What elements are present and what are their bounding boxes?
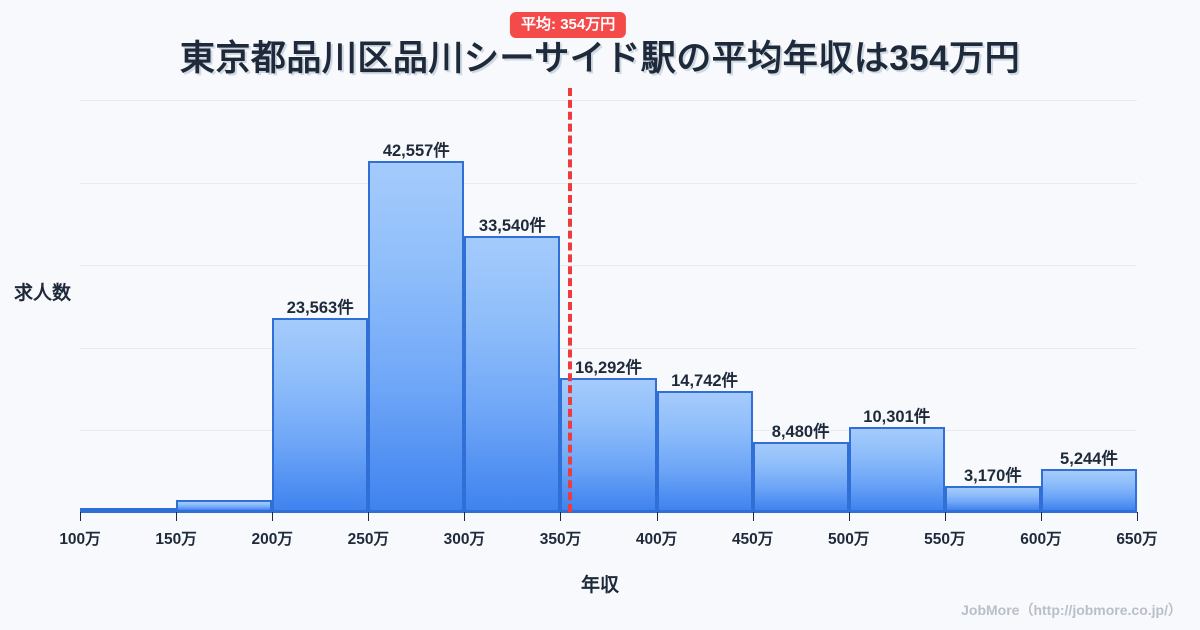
bar-value-label: 3,170件 [963, 466, 1022, 485]
x-tick-label: 250万 [347, 531, 389, 548]
x-tick-label: 650万 [1116, 531, 1158, 548]
x-tick [752, 512, 754, 521]
x-tick-label: 450万 [731, 531, 774, 548]
x-axis-title: 年収 [580, 575, 619, 596]
x-tick [176, 512, 178, 521]
x-tick-label: 500万 [828, 531, 870, 548]
bar-value-label: 10,301件 [863, 408, 931, 427]
bar[interactable] [272, 317, 369, 512]
x-axis-line [80, 512, 1137, 513]
bar-value-label: 33,540件 [478, 216, 546, 235]
average-dashed-line [568, 88, 573, 512]
x-tick [272, 512, 274, 521]
bar-value-label: 5,244件 [1060, 449, 1118, 468]
bar-value-label: 14,742件 [671, 371, 739, 390]
x-tick-label: 200万 [251, 531, 293, 548]
bar[interactable] [656, 390, 753, 512]
bar[interactable] [80, 508, 177, 512]
x-tick-label: 150万 [155, 531, 197, 548]
bar[interactable] [176, 500, 273, 512]
bar[interactable] [752, 442, 849, 512]
x-tick-label: 300万 [443, 531, 486, 548]
bar[interactable] [368, 161, 465, 512]
footer-credit: JobMore（http://jobmore.co.jp/） [961, 602, 1182, 618]
x-tick [80, 512, 81, 521]
bar-value-label: 23,563件 [286, 298, 354, 317]
x-tick [464, 512, 466, 521]
x-tick [944, 512, 946, 521]
y-axis-title: 求人数 [14, 283, 72, 304]
page-title: 東京都品川区品川シーサイド駅の平均年収は354万円 [179, 39, 1021, 78]
x-tick [848, 512, 850, 521]
bar[interactable] [560, 377, 657, 512]
bar[interactable] [944, 485, 1041, 512]
x-tick [560, 512, 562, 521]
x-tick-label: 350万 [539, 531, 582, 548]
x-tick-label: 550万 [924, 531, 966, 548]
x-tick [1040, 512, 1042, 521]
average-badge: 平均: 354万円 [510, 12, 627, 38]
x-tick-label: 600万 [1020, 531, 1062, 548]
bar-value-label: 8,480件 [771, 423, 830, 442]
bars-layer: 23,563件 42,557件 33,540件 16,292件 14,742件 8,480… [80, 100, 1137, 512]
x-tick [368, 512, 370, 521]
bar[interactable] [1040, 468, 1137, 512]
x-tick [656, 512, 658, 521]
x-tick-label: 100万 [59, 531, 101, 548]
bar-value-label: 42,557件 [382, 142, 450, 161]
x-tick-label: 400万 [635, 531, 678, 548]
bar[interactable] [464, 235, 561, 512]
plot-area: 23,563件 42,557件 33,540件 16,292件 14,742件 8,480… [80, 12, 1137, 512]
bar[interactable] [848, 427, 945, 512]
bar-value-label: 16,292件 [575, 358, 642, 377]
x-tick [1137, 512, 1138, 521]
